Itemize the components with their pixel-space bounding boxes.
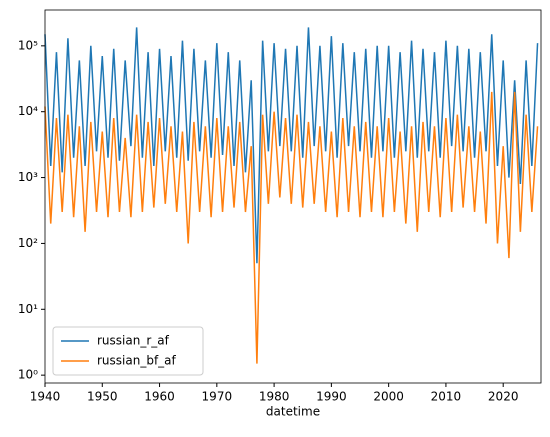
y-tick-label: 10⁵ bbox=[18, 38, 38, 52]
legend-box bbox=[52, 326, 204, 376]
series-line bbox=[44, 27, 539, 264]
x-tick-label: 1940 bbox=[30, 390, 61, 404]
x-tick-label: 1960 bbox=[144, 390, 175, 404]
y-tick-label: 10¹ bbox=[18, 302, 38, 316]
legend-label: russian_r_af bbox=[97, 334, 170, 348]
x-tick-label: 1970 bbox=[202, 390, 233, 404]
x-tick-label: 2010 bbox=[431, 390, 462, 404]
legend-label: russian_bf_af bbox=[97, 354, 177, 368]
plot-frame bbox=[44, 9, 542, 384]
x-tick-label: 2000 bbox=[373, 390, 404, 404]
y-tick-label: 10⁰ bbox=[18, 368, 38, 382]
x-tick-label: 1980 bbox=[259, 390, 290, 404]
y-tick-label: 10⁴ bbox=[18, 104, 38, 118]
x-tick-label: 2020 bbox=[488, 390, 519, 404]
x-tick-label: 1950 bbox=[87, 390, 118, 404]
x-tick-label: 1990 bbox=[316, 390, 347, 404]
x-axis-label: datetime bbox=[266, 405, 320, 419]
y-tick-label: 10³ bbox=[18, 170, 38, 184]
series-line bbox=[44, 91, 539, 364]
y-tick-label: 10² bbox=[18, 236, 38, 250]
